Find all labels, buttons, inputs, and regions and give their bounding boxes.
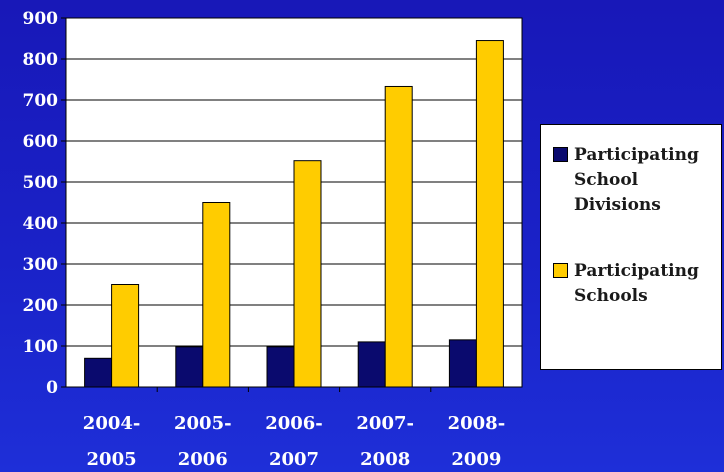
x-tick-label: 2008 [360, 449, 410, 470]
legend: Participating School Divisions Participa… [540, 124, 722, 370]
bar-school-divisions [448, 339, 477, 388]
y-tick-label: 600 [23, 132, 59, 152]
x-tick-label: 2007- [356, 413, 414, 434]
y-tick-label: 200 [23, 296, 59, 316]
y-tick-label: 800 [23, 50, 59, 70]
x-tick-label: 2006- [265, 413, 323, 434]
y-tick-label: 100 [23, 337, 59, 357]
legend-item-schools: Participating Schools [553, 259, 724, 309]
legend-item-school-divisions: Participating School Divisions [553, 143, 724, 218]
bar-schools [475, 40, 504, 388]
bar-school-divisions [175, 346, 204, 388]
bar-school-divisions [357, 341, 386, 388]
x-tick-label: 2005- [174, 413, 232, 434]
legend-label-school-divisions: Participating School Divisions [574, 145, 699, 215]
y-tick-label: 700 [23, 91, 59, 111]
y-tick-label: 300 [23, 255, 59, 275]
x-tick-label: 2009 [451, 449, 501, 470]
bar-schools [111, 284, 140, 388]
y-tick-label: 500 [23, 173, 59, 193]
y-tick-label: 0 [46, 378, 58, 398]
bar-school-divisions [84, 357, 113, 388]
legend-label-schools: Participating Schools [574, 261, 699, 306]
x-tick-label: 2005 [87, 449, 137, 470]
y-tick-label: 400 [23, 214, 59, 234]
bar-school-divisions [266, 346, 295, 388]
x-tick-label: 2008- [448, 413, 506, 434]
y-tick-label: 900 [23, 9, 59, 29]
x-tick-label: 2007 [269, 449, 319, 470]
legend-swatch-school-divisions [553, 147, 568, 162]
legend-swatch-schools [553, 263, 568, 278]
bar-schools [293, 160, 322, 388]
x-tick-label: 2006 [178, 449, 228, 470]
bar-schools [384, 85, 413, 388]
x-tick-label: 2004- [83, 413, 141, 434]
bar-schools [202, 202, 231, 388]
